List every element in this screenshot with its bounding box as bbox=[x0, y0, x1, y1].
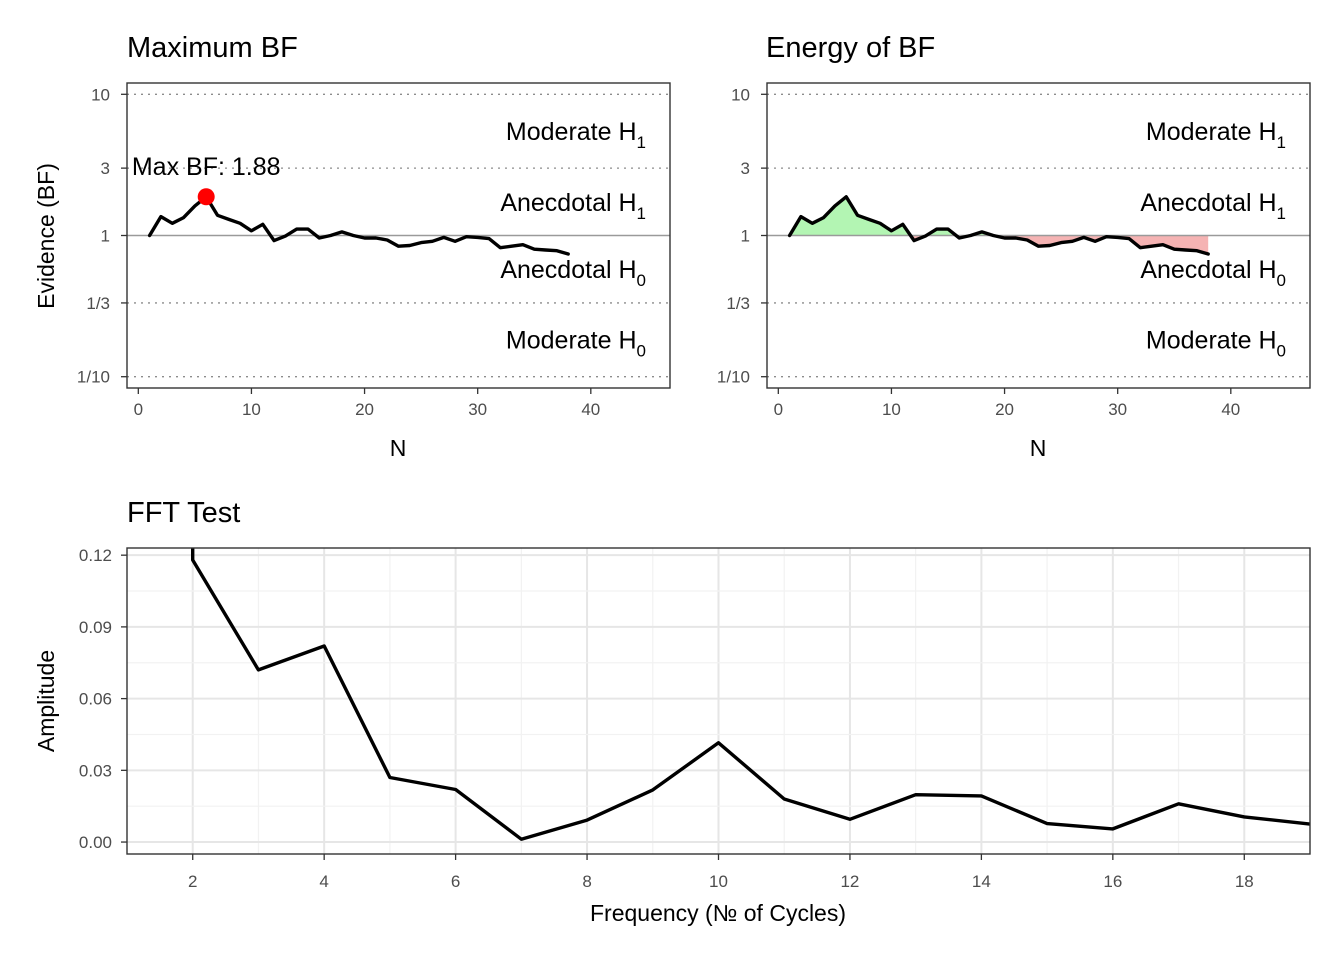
energy-of-bf-x-tick-label-10: 10 bbox=[882, 400, 901, 419]
fft-test-panel: FFT Test 2 4 6 8 10 12 14 16 18 0.00 0.03 0.06 0.09… bbox=[33, 497, 1311, 926]
energy-of-bf-y-tick-label-0: 10 bbox=[731, 85, 750, 104]
fft-test-x-axis-label: Frequency (№ of Cycles) bbox=[590, 900, 846, 926]
maximum-bf-y-tick-label-3: 1/3 bbox=[86, 294, 110, 313]
energy-of-bf-y-tick-label-1: 3 bbox=[741, 159, 750, 178]
fft-test-x-tick-label-6: 6 bbox=[451, 872, 460, 891]
energy-of-bf-y-tick-label-4: 1/10 bbox=[717, 368, 750, 387]
fft-test-x-tick-label-10: 10 bbox=[709, 872, 728, 891]
maximum-bf-x-tick-label-40: 40 bbox=[581, 400, 600, 419]
fft-test-y-tick-label-3: 0.09 bbox=[79, 618, 112, 637]
energy-of-bf-zone-label-2: Anecdotal H0 bbox=[1140, 256, 1286, 290]
energy-of-bf-x-tick-label-30: 30 bbox=[1108, 400, 1127, 419]
maximum-bf-y-tick-label-2: 1 bbox=[101, 227, 110, 246]
maximum-bf-zone-label-1: Anecdotal H1 bbox=[500, 189, 646, 223]
maximum-bf-y-tick-label-1: 3 bbox=[101, 159, 110, 178]
fft-test-y-tick-label-1: 0.03 bbox=[79, 761, 112, 780]
energy-of-bf-negative-area-5 bbox=[993, 235, 1209, 254]
maximum-bf-max-point bbox=[197, 188, 215, 206]
energy-of-bf-x-tick-label-20: 20 bbox=[995, 400, 1014, 419]
energy-of-bf-zone-label-3: Moderate H0 bbox=[1146, 327, 1286, 361]
fft-test-y-tick-label-0: 0.00 bbox=[79, 833, 112, 852]
energy-of-bf-y-tick-label-3: 1/3 bbox=[726, 294, 750, 313]
maximum-bf-bf-line bbox=[147, 195, 570, 256]
maximum-bf-y-axis-label: Evidence (BF) bbox=[33, 163, 59, 309]
energy-of-bf-y-tick-label-2: 1 bbox=[741, 227, 750, 246]
fft-test-x-tick-label-16: 16 bbox=[1103, 872, 1122, 891]
maximum-bf-x-tick-label-20: 20 bbox=[355, 400, 374, 419]
energy-of-bf-bf-line bbox=[787, 195, 1210, 256]
maximum-bf-title: Maximum BF bbox=[127, 32, 298, 64]
energy-of-bf-x-tick-label-0: 0 bbox=[774, 400, 783, 419]
fft-test-y-axis-label: Amplitude bbox=[33, 650, 59, 752]
maximum-bf-max-label: Max BF: 1.88 bbox=[132, 153, 281, 181]
maximum-bf-x-tick-label-30: 30 bbox=[468, 400, 487, 419]
maximum-bf-zone-label-3: Moderate H0 bbox=[506, 327, 646, 361]
energy-of-bf-positive-area-0 bbox=[789, 196, 911, 236]
fft-test-x-tick-label-8: 8 bbox=[582, 872, 591, 891]
energy-of-bf-panel: Energy of BF Moderate H1 Anecdotal H1 Anec… bbox=[717, 32, 1311, 461]
maximum-bf-x-tick-label-10: 10 bbox=[242, 400, 261, 419]
fft-test-x-tick-label-2: 2 bbox=[188, 872, 197, 891]
fft-test-x-tick-label-18: 18 bbox=[1235, 872, 1254, 891]
maximum-bf-zone-label-2: Anecdotal H0 bbox=[500, 256, 646, 290]
fft-test-x-tick-label-12: 12 bbox=[840, 872, 859, 891]
maximum-bf-x-tick-label-0: 0 bbox=[134, 400, 143, 419]
fft-test-y-tick-label-4: 0.12 bbox=[79, 546, 112, 565]
maximum-bf-y-tick-label-0: 10 bbox=[91, 85, 110, 104]
fft-test-title: FFT Test bbox=[127, 497, 240, 529]
energy-of-bf-x-tick-label-40: 40 bbox=[1221, 400, 1240, 419]
energy-of-bf-zone-label-1: Anecdotal H1 bbox=[1140, 189, 1286, 223]
maximum-bf-zone-label-0: Moderate H1 bbox=[506, 118, 646, 152]
energy-of-bf-zone-label-0: Moderate H1 bbox=[1146, 118, 1286, 152]
fft-test-x-tick-label-4: 4 bbox=[319, 872, 328, 891]
energy-of-bf-x-axis-label: N bbox=[1030, 435, 1047, 461]
fft-test-x-tick-label-14: 14 bbox=[972, 872, 991, 891]
maximum-bf-x-axis-label: N bbox=[390, 435, 407, 461]
maximum-bf-panel: Maximum BF Moderate H1 Anecdotal H1 Anecdo… bbox=[33, 32, 671, 461]
fft-test-y-tick-label-2: 0.06 bbox=[79, 690, 112, 709]
energy-of-bf-title: Energy of BF bbox=[766, 32, 935, 64]
fft-test-amplitude-line bbox=[190, 548, 1310, 841]
maximum-bf-y-tick-label-4: 1/10 bbox=[77, 368, 110, 387]
